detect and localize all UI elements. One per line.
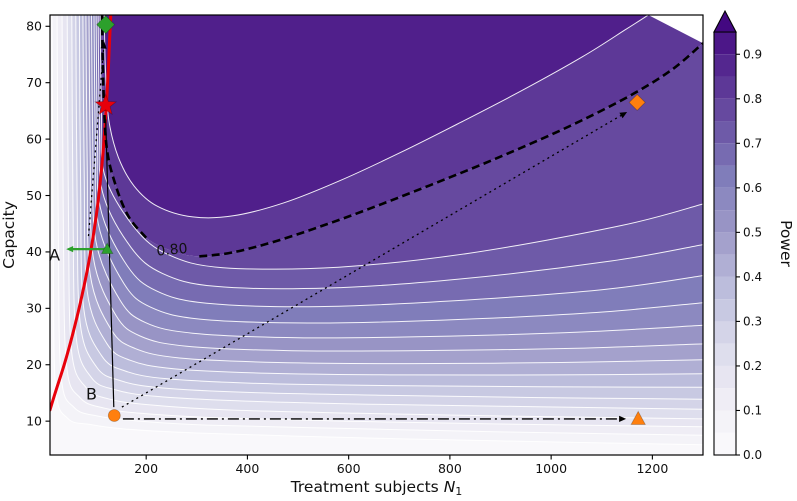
contour-band	[98, 15, 703, 289]
y-tick-label: 50	[26, 188, 42, 203]
arrow-a-range-head	[66, 246, 74, 253]
y-tick-label: 70	[26, 75, 42, 90]
plot-border	[49, 14, 704, 456]
marker-optimal-star	[94, 93, 118, 116]
contour-line	[91, 15, 703, 339]
contour-line	[85, 15, 703, 365]
y-tick-label: 80	[26, 19, 42, 34]
contour-line	[99, 15, 703, 270]
x-axis-label: Treatment subjects N1	[290, 478, 463, 498]
colorbar-band	[714, 276, 736, 300]
colorbar-band	[714, 254, 736, 277]
colorbar-band	[714, 76, 736, 99]
colorbar-tick-label: 0.4	[743, 270, 762, 284]
x-tick-label: 1200	[636, 461, 668, 476]
contour-line	[56, 15, 703, 436]
x-tick-label: 400	[235, 461, 259, 476]
label-a: A	[49, 245, 60, 264]
contour-line	[103, 15, 649, 219]
x-tick-label: 1000	[535, 461, 567, 476]
colorbar-band	[714, 232, 736, 255]
arrow-a-to-target	[87, 45, 105, 237]
colorbar-tick-label: 0.0	[743, 448, 762, 462]
colorbar-band	[714, 143, 736, 166]
colorbar-tick-label: 0.6	[743, 181, 762, 195]
colorbar-band	[714, 410, 736, 433]
arrow-b-to-diamond	[121, 113, 624, 408]
contour-line	[75, 15, 703, 400]
marker-b-triangle	[630, 410, 647, 425]
colorbar-band	[714, 365, 736, 389]
marker-a-triangle	[100, 242, 114, 255]
arrow-b-to-triangle-head	[619, 415, 627, 422]
colorbar-band	[714, 388, 736, 411]
colorbar-tick-label: 0.3	[743, 315, 762, 329]
contour-line	[95, 15, 703, 308]
colorbar-tick-label: 0.9	[743, 47, 762, 61]
colorbar-band	[714, 210, 736, 233]
colorbar-band	[714, 98, 736, 122]
line-star-to-b	[105, 119, 115, 408]
colorbar-band	[714, 165, 736, 188]
colorbar-tick-label: 0.1	[743, 404, 762, 418]
contour-line	[93, 15, 703, 324]
colorbar-extend-arrow	[713, 9, 737, 33]
colorbar-band	[714, 343, 736, 366]
colorbar-band	[714, 321, 736, 344]
y-tick-label: 30	[26, 301, 42, 316]
colorbar-tick-label: 0.7	[743, 137, 762, 151]
y-tick-label: 60	[26, 131, 42, 146]
contour-band	[96, 15, 703, 307]
colorbar-band	[714, 54, 736, 77]
contour-line	[88, 15, 703, 352]
y-axis-label: Capacity	[0, 201, 18, 269]
contour-layer	[50, 15, 703, 455]
contour-band	[104, 15, 703, 218]
contour-line	[97, 15, 703, 290]
y-tick-label: 10	[26, 413, 42, 428]
contour-line	[51, 15, 703, 446]
colorbar-band	[714, 299, 736, 322]
contour-line	[71, 15, 703, 410]
arrow-a-to-target-head	[100, 41, 107, 49]
contour-band	[94, 15, 703, 324]
x-tick-label: 800	[438, 461, 462, 476]
contour-label: 0.80	[156, 241, 188, 260]
contour-line	[61, 15, 703, 428]
contour-line	[78, 15, 703, 388]
contour-line	[66, 15, 703, 420]
arrow-b-to-diamond-head	[619, 112, 628, 119]
y-tick-label: 40	[26, 244, 42, 259]
x-tick-label: 600	[337, 461, 361, 476]
colorbar-tick-label: 0.8	[743, 92, 762, 106]
marker-b-diamond	[628, 93, 646, 112]
label-b: B	[86, 385, 97, 404]
contour-band	[102, 15, 703, 257]
y-tick-label: 20	[26, 357, 42, 372]
contour-band	[100, 15, 703, 270]
colorbar-band	[714, 187, 736, 211]
x-tick-label: 200	[134, 461, 158, 476]
marker-target-diamond	[96, 15, 116, 35]
colorbar-band	[714, 432, 736, 455]
colorbar-tick-label: 0.2	[743, 359, 762, 373]
marker-b-circle	[107, 409, 121, 422]
power-080-contour	[100, 15, 148, 239]
colorbar: 0.0 0.1 0.2 0.3 0.4 0.5 0.6 0.7 0.8 0.9 Power	[713, 9, 795, 462]
colorbar-band	[714, 121, 736, 144]
contour-line	[82, 15, 703, 376]
colorbar-label: Power	[777, 220, 795, 267]
capacity-constraint-line	[50, 15, 113, 412]
colorbar-band	[714, 32, 736, 55]
power-080-contour	[199, 42, 703, 258]
colorbar-tick-label: 0.5	[743, 226, 762, 240]
